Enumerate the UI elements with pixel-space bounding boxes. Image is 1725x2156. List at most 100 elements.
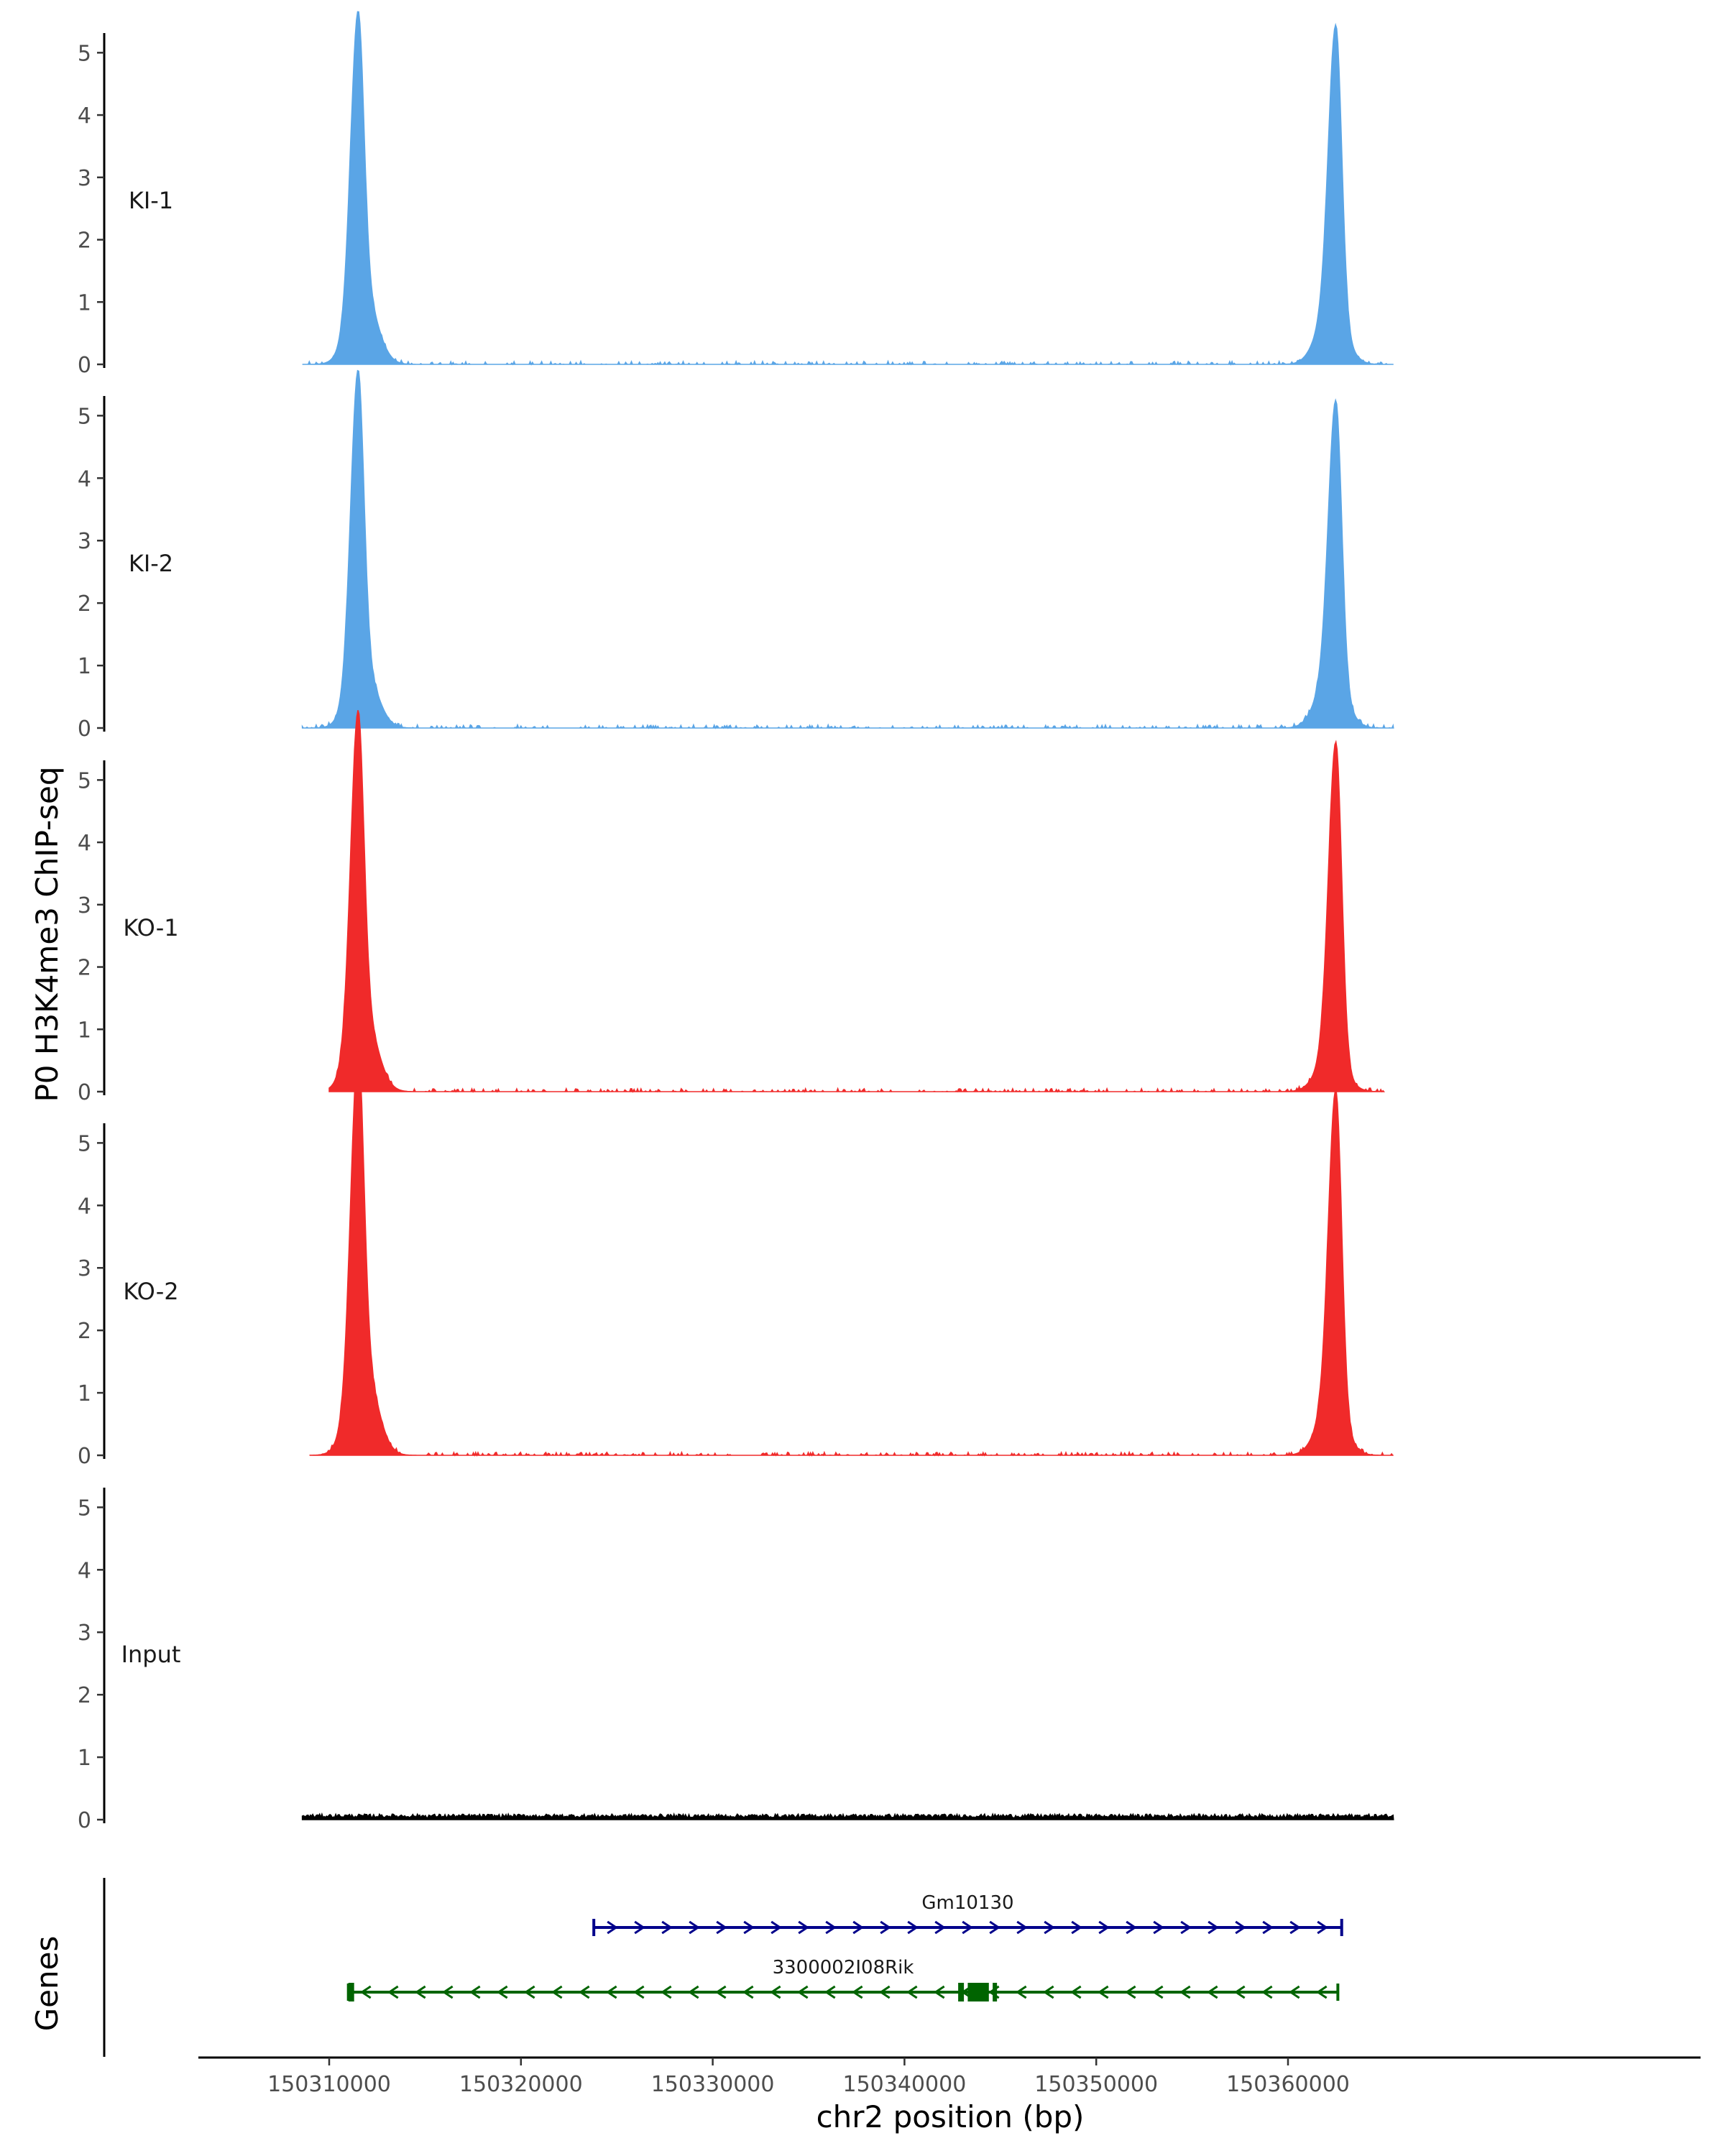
strand-arrow [1289, 1920, 1301, 1935]
strand-arrow [1124, 1985, 1136, 1999]
y-tick-label: 1 [78, 654, 91, 679]
track-label: KO-2 [123, 1278, 178, 1305]
strand-arrow [851, 1985, 863, 1999]
track-label: KI-2 [129, 550, 173, 577]
strand-arrow [989, 1920, 1000, 1935]
strand-arrow [1261, 1985, 1273, 1999]
strand-arrow [469, 1985, 481, 1999]
gene-exon [348, 1983, 354, 2001]
y-tick-label: 4 [78, 103, 91, 129]
y-tick-label: 1 [78, 1018, 91, 1043]
strand-arrow [1042, 1985, 1054, 1999]
signal-area [328, 709, 1386, 1093]
strand-arrow [523, 1985, 535, 1999]
y-tick-label: 0 [78, 717, 91, 742]
genes-panel-title: Genes [29, 1936, 65, 2032]
strand-arrow [414, 1985, 426, 1999]
x-axis-title: chr2 position (bp) [816, 2099, 1085, 2134]
x-tick-label: 150360000 [1226, 2072, 1350, 2097]
y-tick-label: 3 [78, 1256, 91, 1281]
y-tick-label: 2 [78, 1683, 91, 1708]
track-label: KO-1 [123, 914, 178, 941]
strand-arrow [1098, 1920, 1110, 1935]
track-ko-1: 0 1 2 3 4 5 KO-1 [78, 709, 1386, 1105]
strand-arrow [796, 1985, 809, 1999]
strand-arrow [1179, 1985, 1191, 1999]
strand-arrow [878, 1985, 891, 1999]
signal-area [302, 11, 1394, 367]
strand-arrow [1206, 1985, 1218, 1999]
strand-arrow [770, 1920, 782, 1935]
y-tick-label: 4 [78, 1194, 91, 1219]
strand-arrow [387, 1985, 399, 1999]
strand-arrow [852, 1920, 864, 1935]
strand-arrow [441, 1985, 454, 1999]
strand-arrow [660, 1985, 672, 1999]
strand-arrow [1208, 1920, 1219, 1935]
y-tick-label: 4 [78, 831, 91, 856]
y-tick-label: 2 [78, 956, 91, 981]
strand-arrow [634, 1920, 645, 1935]
strand-arrow [798, 1920, 809, 1935]
y-tick-label: 0 [78, 1444, 91, 1469]
x-tick-label: 150320000 [459, 2072, 583, 2097]
gene-gm10130: Gm10130 [592, 1892, 1343, 1936]
strand-arrow [1153, 1920, 1164, 1935]
gene-label: Gm10130 [921, 1892, 1013, 1914]
x-tick-label: 150310000 [267, 2072, 391, 2097]
track-label: Input [121, 1641, 181, 1668]
strand-arrow [605, 1985, 617, 1999]
strand-arrow [1288, 1985, 1300, 1999]
y-tick-label: 1 [78, 1746, 91, 1771]
signal-area [301, 1812, 1394, 1820]
strand-arrow [743, 1920, 755, 1935]
y-tick-label: 0 [78, 353, 91, 378]
strand-arrow [551, 1985, 563, 1999]
y-axis-title: P0 H3K4me3 ChIP-seq [29, 766, 65, 1102]
x-tick-label: 150350000 [1034, 2072, 1158, 2097]
track-ki-1: 0 1 2 3 4 5 KI-1 [78, 11, 1394, 378]
strand-arrow [769, 1985, 781, 1999]
strand-arrow [933, 1985, 945, 1999]
gene-label: 3300002I08Rik [773, 1957, 914, 1978]
strand-arrow [716, 1920, 727, 1935]
strand-arrow [578, 1985, 590, 1999]
strand-arrow [1070, 1985, 1082, 1999]
strand-arrow [359, 1985, 372, 1999]
track-label: KI-1 [129, 187, 173, 214]
y-tick-label: 1 [78, 1381, 91, 1406]
y-tick-label: 3 [78, 529, 91, 554]
strand-arrow [742, 1985, 754, 1999]
track-input: 0 1 2 3 4 5 Input [78, 1488, 1394, 1833]
gene-exon [993, 1983, 998, 2001]
y-tick-label: 3 [78, 1621, 91, 1646]
y-tick-label: 5 [78, 41, 91, 66]
strand-arrow [1151, 1985, 1164, 1999]
signal-area [309, 1046, 1394, 1457]
strand-arrow [1097, 1985, 1109, 1999]
strand-arrow [880, 1920, 891, 1935]
gene-exon [967, 1983, 989, 2001]
strand-arrow [1016, 1920, 1028, 1935]
strand-arrow [1235, 1920, 1246, 1935]
y-tick-label: 2 [78, 229, 91, 254]
strand-arrow [632, 1985, 645, 1999]
strand-arrow [689, 1920, 700, 1935]
gene-exon [958, 1983, 965, 2001]
y-tick-label: 0 [78, 1808, 91, 1833]
strand-arrow [825, 1920, 837, 1935]
strand-arrow [1071, 1920, 1082, 1935]
y-tick-label: 3 [78, 166, 91, 191]
tracks-layer: 0 1 2 3 4 5 KI-1 0 1 2 3 4 5 KI-2 0 1 2 3 4 5 KO-1 0 1 2 3 4 5 KO-2… [78, 11, 1394, 1833]
y-tick-label: 0 [78, 1080, 91, 1105]
y-tick-label: 5 [78, 768, 91, 793]
strand-arrow [1126, 1920, 1137, 1935]
y-tick-label: 4 [78, 466, 91, 492]
y-tick-label: 2 [78, 591, 91, 617]
x-tick-label: 150340000 [843, 2072, 967, 2097]
y-tick-label: 2 [78, 1319, 91, 1344]
strand-arrow [1315, 1985, 1328, 1999]
x-tick-label: 150330000 [651, 2072, 775, 2097]
strand-arrow [496, 1985, 508, 1999]
strand-arrow [1015, 1985, 1027, 1999]
